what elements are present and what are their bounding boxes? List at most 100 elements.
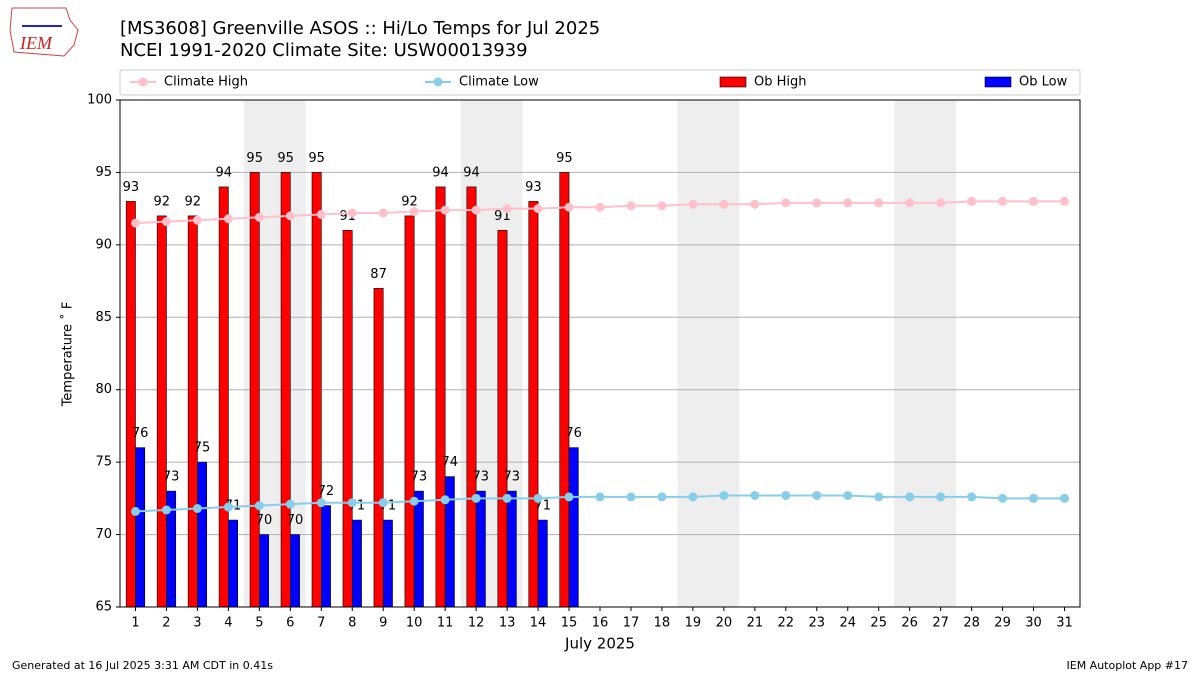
line-marker [626,492,636,502]
chart-title: [MS3608] Greenville ASOS :: Hi/Lo Temps … [120,18,600,39]
legend-label: Climate Low [459,75,539,90]
y-axis-label: Temperature ˚ F [60,302,76,408]
logo-outline [9,7,79,57]
line-marker [564,202,574,212]
legend-swatch [138,77,148,87]
logo: IEM [9,7,79,57]
x-tick-label: 1 [131,616,139,631]
y-tick-label: 65 [95,600,112,615]
bar [351,519,362,608]
line-marker [688,199,698,209]
data-label: 73 [503,470,520,485]
data-label: 94 [432,165,449,180]
data-label: 73 [163,470,180,485]
line-marker [936,198,946,208]
line-marker [657,201,667,211]
bar [537,519,548,608]
bar [259,534,269,608]
x-tick-label: 8 [348,616,356,631]
line-marker [316,498,326,508]
x-tick-label: 11 [437,616,454,631]
x-tick-label: 9 [379,616,387,631]
x-tick-label: 5 [255,616,263,631]
line-marker [936,492,946,502]
bar [135,447,146,608]
bar [382,519,393,608]
data-label: 93 [123,180,140,195]
line-marker [812,198,822,208]
line-marker [998,196,1008,206]
bar [187,215,198,608]
x-tick-label: 3 [193,616,201,631]
x-tick-label: 21 [747,616,764,631]
x-tick-label: 2 [162,616,170,631]
bar [125,201,136,608]
line-marker [192,503,202,513]
legend-label: Climate High [164,75,248,90]
line-marker [192,215,202,225]
line-marker [874,198,884,208]
x-tick-label: 22 [778,616,795,631]
x-tick-label: 29 [994,616,1011,631]
line-marker [161,505,171,515]
y-tick-label: 80 [95,382,112,397]
data-label: 75 [194,441,211,456]
y-tick-label: 95 [95,165,112,180]
line-marker [967,492,977,502]
line-marker [626,201,636,211]
line-marker [812,490,822,500]
bar [435,186,446,608]
x-tick-label: 17 [623,616,640,631]
line-marker [378,498,388,508]
legend-swatch [984,76,1012,88]
line-marker [750,199,760,209]
line-marker [533,204,543,214]
legend-label: Ob Low [1019,75,1068,90]
line-marker [657,492,667,502]
line-marker [223,502,233,512]
chart-subtitle: NCEI 1991-2020 Climate Site: USW00013939 [120,40,528,61]
line-marker [254,212,264,222]
line-marker [440,495,450,505]
line-marker [533,493,543,503]
footer-left: Generated at 16 Jul 2025 3:31 AM CDT in … [12,659,273,672]
y-tick-label: 85 [95,310,112,325]
bar [506,490,517,608]
bar [228,519,238,608]
line-marker [719,490,729,500]
y-tick-label: 70 [95,527,112,542]
line-marker [1029,493,1039,503]
data-label: 73 [411,470,428,485]
line-marker [502,204,512,214]
data-label: 95 [277,151,294,166]
line-marker [130,218,140,228]
x-tick-label: 4 [224,616,232,631]
line-marker [502,493,512,503]
legend-swatch [433,77,443,87]
x-tick-label: 15 [561,616,578,631]
data-label: 93 [525,180,542,195]
bar [559,172,570,608]
line-marker [595,492,605,502]
bar [197,461,208,608]
x-tick-label: 27 [932,616,949,631]
data-label: 95 [556,151,573,166]
bar [311,172,322,608]
bar [218,186,229,608]
x-tick-label: 16 [592,616,609,631]
x-tick-label: 26 [901,616,918,631]
line-marker [347,498,357,508]
weekend-shade [677,100,740,607]
bar [373,288,384,608]
x-tick-label: 13 [499,616,516,631]
x-tick-label: 24 [839,616,856,631]
y-tick-label: 75 [95,455,112,470]
line-marker [316,209,326,219]
line-marker [998,493,1008,503]
bar [404,215,415,608]
data-label: 70 [287,513,304,528]
data-label: 76 [132,426,149,441]
line-marker [347,208,357,218]
line-marker [750,490,760,500]
bar [413,490,424,608]
